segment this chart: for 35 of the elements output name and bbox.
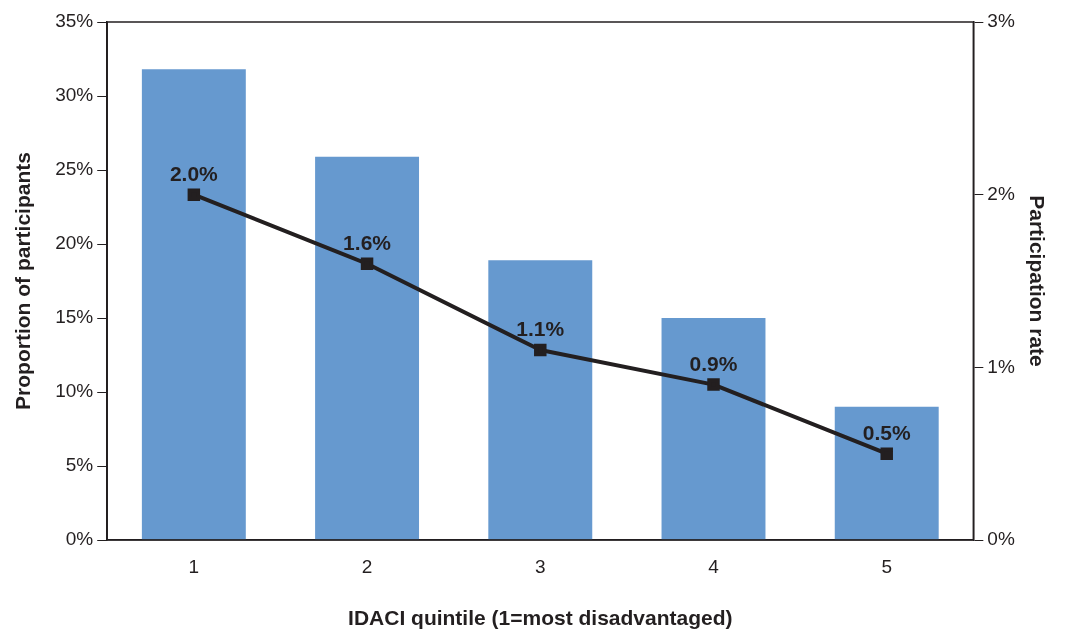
bar — [834, 406, 939, 540]
bar — [141, 69, 246, 540]
x-tick-label: 5 — [881, 555, 893, 577]
y-tick-label: 25% — [55, 158, 94, 180]
data-label: 2.0% — [169, 161, 219, 185]
y-tick-label: 30% — [55, 84, 94, 106]
y-tick-label: 5% — [65, 454, 94, 476]
y2-tick-label: 2% — [987, 182, 1015, 204]
x-axis-title: IDACI quintile (1=most disadvantaged) — [348, 606, 733, 630]
y-tick-label: 35% — [55, 10, 94, 32]
x-tick-label: 2 — [361, 555, 373, 577]
y-tick-label: 0% — [65, 528, 94, 550]
point — [187, 188, 201, 201]
data-label: 0.5% — [862, 420, 911, 444]
point — [534, 343, 547, 357]
x-tick-label: 3 — [534, 555, 546, 577]
point — [707, 378, 720, 391]
data-label: 1.6% — [343, 231, 392, 255]
y2-axis-title: Participation rate — [1025, 195, 1049, 367]
y2-tick-label: 3% — [987, 10, 1015, 32]
y-tick-label: 10% — [55, 380, 94, 402]
data-label: 0.9% — [689, 351, 738, 375]
data-label: 1.1% — [516, 317, 565, 341]
y2-tick-label: 0% — [987, 528, 1015, 550]
x-tick-label: 4 — [708, 555, 720, 577]
point — [360, 257, 374, 270]
bar — [488, 260, 593, 540]
point — [880, 447, 893, 460]
y-axis-title: Proportion of participants — [11, 152, 35, 410]
y2-tick-label: 1% — [987, 355, 1015, 377]
y-tick-label: 20% — [55, 232, 94, 254]
bar — [661, 318, 766, 540]
x-tick-label: 1 — [188, 555, 200, 577]
y-tick-label: 15% — [55, 306, 94, 328]
bar — [315, 156, 420, 540]
